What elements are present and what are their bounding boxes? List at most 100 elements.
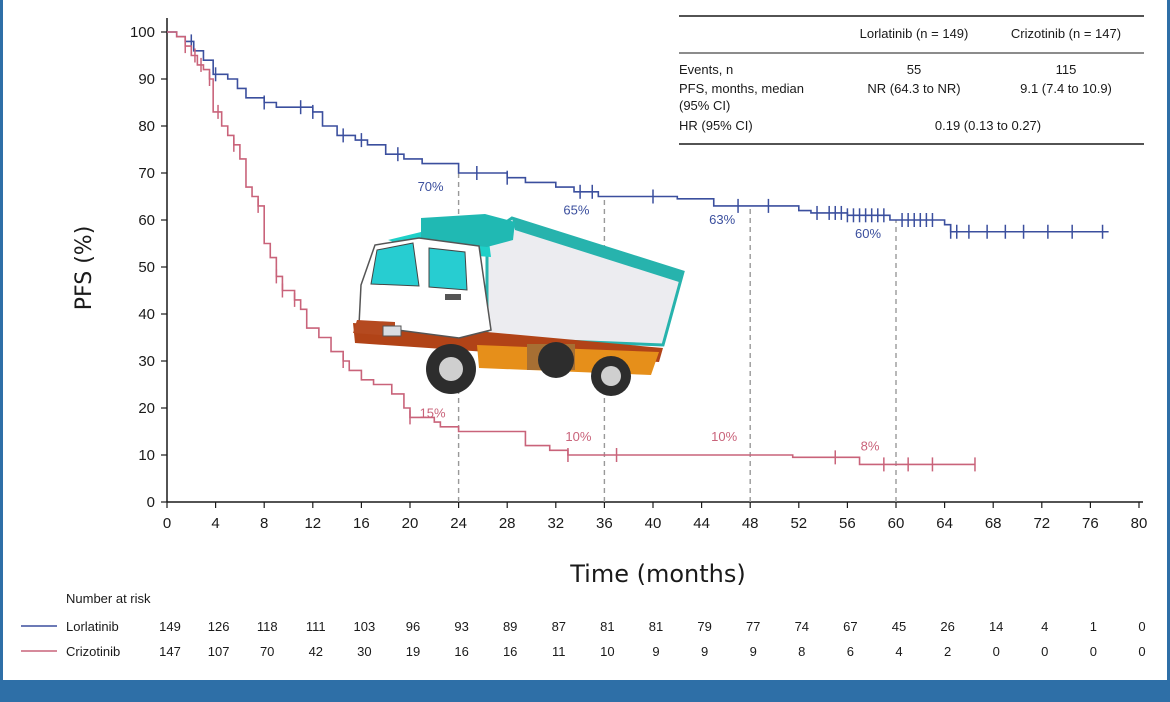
risk-value: 42	[309, 644, 323, 659]
x-axis-title: Time (months)	[569, 560, 746, 588]
x-tick-label: 8	[260, 515, 268, 532]
x-tick-label: 24	[450, 515, 467, 532]
risk-value: 26	[940, 619, 954, 634]
table-row-pfs-lor: NR (64.3 to NR)	[867, 81, 960, 96]
risk-value: 79	[697, 619, 711, 634]
y-tick-label: 30	[138, 353, 155, 370]
risk-value: 111	[306, 619, 326, 634]
risk-value: 70	[260, 644, 274, 659]
risk-row-name-lorlatinib: Lorlatinib	[66, 619, 119, 634]
table-row-pfs-label2: (95% CI)	[679, 98, 730, 113]
y-tick-label: 100	[130, 24, 155, 41]
x-tick-label: 56	[839, 515, 856, 532]
x-tick-label: 68	[985, 515, 1002, 532]
risk-value: 74	[795, 619, 809, 634]
y-axis-title: PFS (%)	[72, 226, 97, 311]
survival-curves	[167, 31, 1109, 472]
table-row-hr-label: HR (95% CI)	[679, 118, 753, 133]
series-line-lorlatinib	[167, 31, 1109, 233]
y-tick-label: 70	[138, 165, 155, 182]
x-tick-label: 76	[1082, 515, 1099, 532]
summary-table: Lorlatinib (n = 149) Crizotinib (n = 147…	[679, 15, 1144, 145]
landmark-label: 70%	[418, 179, 444, 194]
risk-value: 16	[503, 644, 517, 659]
risk-value: 0	[993, 644, 1000, 659]
risk-table-title: Number at risk	[66, 591, 151, 606]
x-tick-label: 60	[888, 515, 905, 532]
x-tick-label: 40	[645, 515, 662, 532]
risk-value: 149	[159, 619, 181, 634]
landmark-label: 63%	[709, 212, 735, 227]
x-tick-label: 80	[1131, 515, 1148, 532]
risk-value: 0	[1138, 619, 1145, 634]
x-tick-label: 36	[596, 515, 613, 532]
risk-value: 87	[552, 619, 566, 634]
x-tick-label: 28	[499, 515, 516, 532]
x-tick-label: 64	[936, 515, 953, 532]
landmark-label: 65%	[563, 203, 589, 218]
risk-value: 81	[600, 619, 614, 634]
y-tick-label: 40	[138, 306, 155, 323]
y-tick-label: 20	[138, 400, 155, 417]
risk-value: 107	[208, 644, 230, 659]
landmark-label: 8%	[861, 438, 880, 453]
x-tick-label: 52	[790, 515, 807, 532]
y-tick-label: 60	[138, 212, 155, 229]
table-row-events-lor: 55	[907, 62, 921, 77]
landmark-labels: 70% 65% 63% 60% 15% 10% 10% 8%	[418, 179, 882, 453]
axes: 0 4 8 12 16 20 24 28 32 36 40 44 48 52 56 60 64 68 72 76 800…	[130, 18, 1147, 532]
risk-value: 9	[750, 644, 757, 659]
x-tick-label: 72	[1033, 515, 1050, 532]
risk-value: 2	[944, 644, 951, 659]
x-tick-label: 20	[402, 515, 419, 532]
risk-table: Number at risk Lorlatinib Crizotinib 149…	[21, 591, 1146, 659]
risk-value: 67	[843, 619, 857, 634]
series-line-crizotinib	[167, 31, 975, 466]
landmark-label: 10%	[565, 429, 591, 444]
risk-value: 9	[701, 644, 708, 659]
y-tick-label: 80	[138, 118, 155, 135]
risk-value: 10	[600, 644, 614, 659]
x-tick-label: 32	[547, 515, 564, 532]
risk-value: 93	[454, 619, 468, 634]
table-row-events-cri: 115	[1056, 62, 1077, 77]
landmark-label: 15%	[420, 406, 446, 421]
x-tick-label: 48	[742, 515, 759, 532]
km-chart: 0 4 8 12 16 20 24 28 32 36 40 44 48 52 56 60 64 68 72 76 800…	[21, 15, 1147, 659]
risk-value: 126	[208, 619, 230, 634]
risk-value: 19	[406, 644, 420, 659]
x-tick-label: 4	[211, 515, 219, 532]
risk-value: 4	[1041, 619, 1048, 634]
risk-value: 118	[257, 619, 278, 634]
risk-value: 89	[503, 619, 517, 634]
risk-value: 81	[649, 619, 663, 634]
table-row-pfs-cri: 9.1 (7.4 to 10.9)	[1020, 81, 1112, 96]
table-header-lorlatinib: Lorlatinib (n = 149)	[860, 26, 969, 41]
x-tick-label: 16	[353, 515, 370, 532]
table-row-hr-value: 0.19 (0.13 to 0.27)	[935, 118, 1041, 133]
risk-value: 77	[746, 619, 760, 634]
y-tick-label: 90	[138, 71, 155, 88]
risk-value: 0	[1041, 644, 1048, 659]
y-tick-label: 0	[147, 494, 155, 511]
risk-value: 6	[847, 644, 854, 659]
y-tick-label: 10	[138, 447, 155, 464]
table-row-pfs-label: PFS, months, median	[679, 81, 804, 96]
risk-row-name-crizotinib: Crizotinib	[66, 644, 120, 659]
risk-value: 103	[354, 619, 376, 634]
y-tick-label: 50	[138, 259, 155, 276]
risk-value: 96	[406, 619, 420, 634]
x-tick-label: 12	[304, 515, 321, 532]
x-tick-label: 0	[163, 515, 171, 532]
truck-icon	[353, 214, 685, 396]
risk-value: 14	[989, 619, 1003, 634]
landmark-label: 60%	[855, 226, 881, 241]
risk-value: 4	[895, 644, 902, 659]
risk-value: 16	[454, 644, 468, 659]
risk-value: 9	[652, 644, 659, 659]
risk-value: 8	[798, 644, 805, 659]
risk-value: 0	[1138, 644, 1145, 659]
x-tick-label: 44	[693, 515, 710, 532]
table-row-events-label: Events, n	[679, 62, 733, 77]
table-header-crizotinib: Crizotinib (n = 147)	[1011, 26, 1121, 41]
